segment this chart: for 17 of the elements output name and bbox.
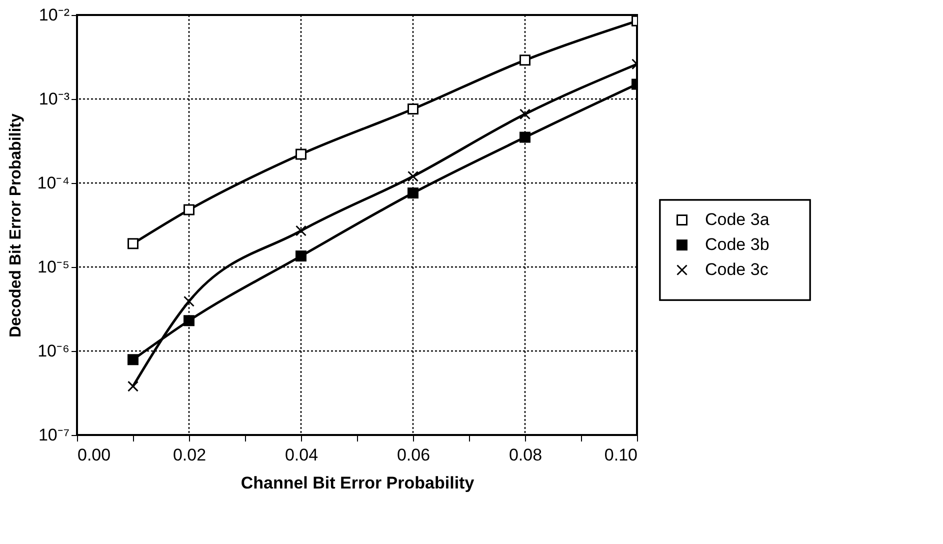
legend-label: Code 3b xyxy=(705,235,770,254)
x-tick-label: 0.10 xyxy=(604,446,638,464)
x-tick-label: 0.00 xyxy=(78,446,111,464)
y-tick-label: 10⁻² xyxy=(38,6,70,24)
y-tick-label: 10⁻⁵ xyxy=(38,258,70,276)
x-tick-label: 0.06 xyxy=(396,446,430,464)
legend-label: Code 3a xyxy=(705,210,770,229)
x-axis-title: Channel Bit Error Probability xyxy=(240,474,475,492)
x-tick-label: 0.08 xyxy=(508,446,542,464)
x-tick-label: 0.04 xyxy=(284,446,318,464)
y-tick-label: 10⁻⁴ xyxy=(37,174,70,192)
y-axis-title: Decoded Bit Error Probability xyxy=(7,113,24,338)
y-tick-label: 10⁻³ xyxy=(38,90,70,108)
x-tick-label: 0.02 xyxy=(172,446,206,464)
y-tick-label: 10⁻⁷ xyxy=(38,426,70,444)
y-tick-label: 10⁻⁶ xyxy=(38,342,70,360)
legend-label: Code 3c xyxy=(705,260,769,279)
